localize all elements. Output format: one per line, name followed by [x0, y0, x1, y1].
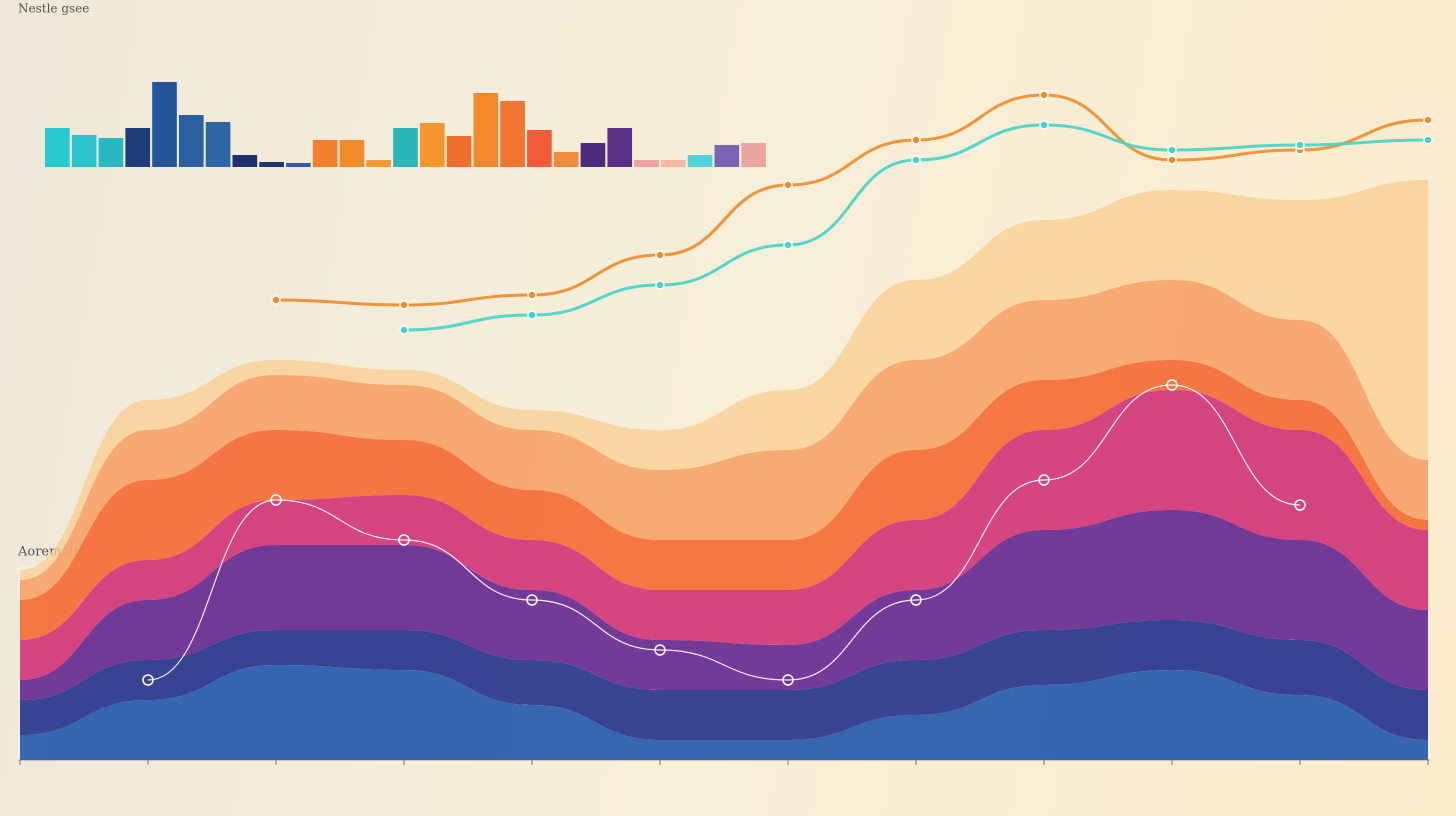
bar: [687, 155, 713, 167]
point: [654, 644, 666, 656]
bar: [286, 163, 311, 167]
bar: [393, 128, 418, 167]
bar: [419, 123, 445, 167]
point: [910, 594, 922, 606]
bar: [178, 115, 204, 167]
point: [655, 280, 665, 290]
bar: [446, 136, 472, 167]
point: [783, 180, 793, 190]
point: [527, 290, 537, 300]
point: [1039, 90, 1049, 100]
stream-layer: [20, 390, 1428, 680]
bar: [71, 135, 97, 167]
stream-layer: [20, 180, 1428, 580]
bar: [339, 140, 365, 167]
bar: [607, 128, 633, 167]
point: [526, 594, 538, 606]
bar: [473, 93, 499, 167]
point: [142, 674, 154, 686]
bar: [98, 138, 124, 167]
bar: [205, 122, 231, 167]
point: [1294, 499, 1306, 511]
point: [655, 250, 665, 260]
point: [271, 295, 281, 305]
stream-layer: [20, 280, 1428, 600]
bar: [366, 160, 392, 167]
point: [1039, 120, 1049, 130]
bar: [714, 145, 740, 167]
bar: [580, 143, 606, 167]
point: [1038, 474, 1050, 486]
stream-layer: [20, 360, 1428, 640]
point: [1167, 145, 1177, 155]
bar: [553, 152, 579, 167]
chart-title: Nestle gsee: [18, 2, 89, 16]
stream-layer: [20, 665, 1428, 760]
bar: [660, 160, 686, 167]
stream-layer: [20, 510, 1428, 700]
bar: [741, 143, 766, 167]
bar: [259, 162, 284, 167]
line: [403, 123, 1429, 332]
point: [1423, 115, 1433, 125]
bar: [45, 128, 70, 167]
point: [399, 300, 409, 310]
point: [398, 534, 410, 546]
point: [527, 310, 537, 320]
line: [147, 384, 1301, 681]
bar: [634, 160, 659, 167]
point: [1295, 140, 1305, 150]
point: [270, 494, 282, 506]
point: [911, 155, 921, 165]
bar: [527, 130, 552, 167]
point: [783, 240, 793, 250]
point: [399, 325, 409, 335]
bar: [312, 140, 338, 167]
stream-layer: [20, 620, 1428, 740]
line: [275, 93, 1429, 307]
point: [782, 674, 794, 686]
point: [1423, 135, 1433, 145]
bar: [500, 101, 525, 167]
bar: [232, 155, 258, 167]
point: [1166, 379, 1178, 391]
bar: [152, 82, 177, 167]
point: [1167, 155, 1177, 165]
bar: [125, 128, 151, 167]
point: [911, 135, 921, 145]
